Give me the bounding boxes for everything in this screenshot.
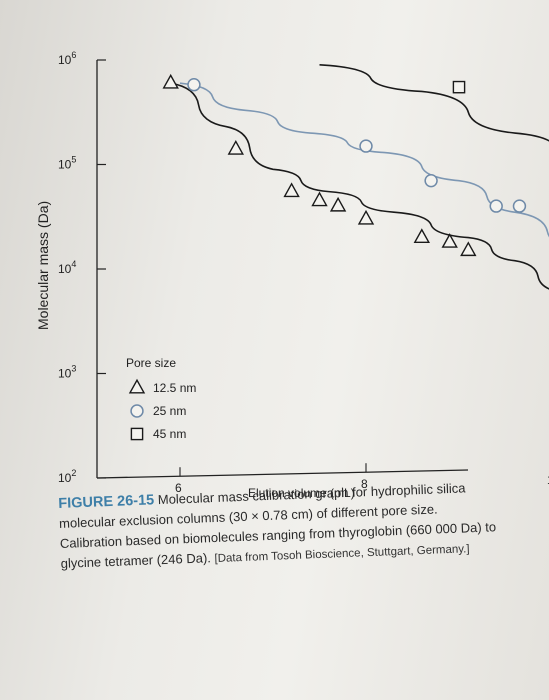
y-tick-label: 103: [58, 364, 76, 381]
legend-items: 12.5 nm 25 nm 45 nm: [128, 378, 196, 441]
series-line: [170, 82, 549, 290]
triangle-marker: [329, 196, 347, 212]
figure-caption: FIGURE 26-15 Molecular mass calibration …: [58, 477, 501, 575]
series-line: [179, 82, 549, 238]
y-axis-title: Molecular mass (Da): [35, 201, 51, 330]
triangle-marker: [357, 209, 375, 225]
y-tick-label: 102: [58, 468, 76, 485]
triangle-marker: [283, 182, 300, 198]
triangle-marker: [460, 241, 477, 257]
y-tick-group: 106 105 104 103 102: [58, 50, 106, 485]
legend-triangle-icon: [128, 378, 146, 394]
triangle-marker: [227, 139, 244, 155]
x-tick-label: 10: [547, 473, 549, 487]
x-axis-title: Elution volume (mL): [248, 486, 355, 500]
x-tick-label: 6: [175, 481, 182, 495]
triangle-marker: [162, 73, 179, 89]
y-tick-label: 106: [58, 50, 76, 67]
x-tick-group: 681012: [175, 463, 549, 495]
series-circle: [179, 78, 549, 238]
y-tick-label: 105: [58, 155, 76, 172]
triangle-marker: [413, 228, 430, 244]
legend-label: 25 nm: [153, 404, 186, 418]
series-line: [319, 63, 549, 142]
series-triangle: [162, 73, 549, 290]
x-tick-label: 8: [361, 477, 368, 491]
triangle-marker: [311, 191, 328, 207]
legend-circle-icon: [130, 404, 144, 418]
series-layer: [162, 63, 549, 290]
legend-label: 45 nm: [153, 427, 186, 441]
triangle-marker: [441, 233, 458, 248]
legend-square-icon: [130, 427, 144, 441]
circle-marker: [359, 139, 373, 153]
legend: Pore size 12.5 nm 25 nm 45 nm: [126, 356, 196, 441]
circle-marker: [187, 78, 201, 92]
series-square: [319, 63, 549, 142]
circle-marker: [424, 173, 438, 188]
figure-label: FIGURE 26-15: [58, 492, 155, 512]
legend-title: Pore size: [126, 356, 176, 370]
y-tick-label: 104: [58, 259, 76, 276]
circle-marker: [489, 199, 503, 213]
square-marker: [452, 80, 466, 94]
x-axis-line: [96, 469, 469, 479]
circle-marker: [512, 199, 527, 213]
legend-label: 12.5 nm: [153, 381, 196, 395]
